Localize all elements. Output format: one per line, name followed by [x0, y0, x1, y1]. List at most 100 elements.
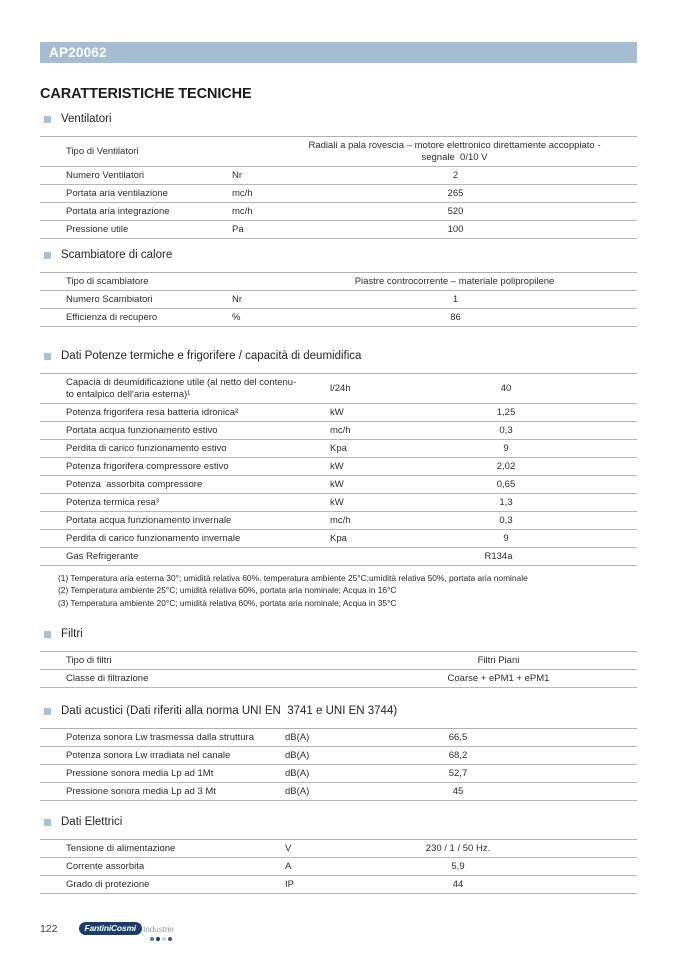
filtri-table: Tipo di filtri Filtri Piani Classe di filt… [40, 651, 637, 688]
row-label: Tipo di filtri [40, 651, 330, 670]
row-value: 520 [292, 202, 637, 221]
row-value: 86 [292, 308, 637, 327]
product-code-bar: AP20062 [40, 42, 637, 63]
logo-dot-icon [161, 937, 166, 941]
section-header: Dati Potenze termiche e frigorifere / ca… [40, 349, 637, 363]
section-header: Ventilatori [40, 112, 637, 126]
acustici-table: Potenza sonora Lw trasmessa dalla strutt… [40, 728, 637, 801]
section-heading: Ventilatori [61, 113, 112, 125]
row-unit: Nr [232, 166, 292, 185]
row-unit: Pa [232, 220, 292, 239]
row-unit: mc/h [330, 421, 375, 440]
table-row: Pressione sonora media Lp ad 1Mt dB(A) 52,… [40, 764, 637, 783]
section-heading: Scambiatore di calore [61, 249, 173, 261]
row-unit: kW [330, 475, 375, 494]
table-row: Grado di protezione IP 44 [40, 875, 637, 894]
section-ventilatori: Ventilatori Tipo di Ventilatori Radiali a… [40, 112, 637, 239]
section-bullet-icon [44, 631, 51, 638]
row-value: Radiali a pala rovescia – motore elettro… [232, 136, 637, 167]
footnote: (3) Temperatura ambiente 20°C; umidità r… [58, 597, 397, 608]
row-unit: Nr [232, 290, 292, 309]
row-value: 1,25 [375, 403, 637, 422]
row-unit: A [285, 857, 325, 876]
row-label: Classe di filtrazione [40, 669, 330, 688]
table-row: Capacià di deumidificazione utile (al ne… [40, 373, 637, 404]
row-value: 45 [325, 782, 637, 801]
section-scambiatore: Scambiatore di calore Tipo di scambiator… [40, 248, 637, 327]
scambiatore-table: Tipo di scambiatore Piastre controcorrent… [40, 272, 637, 327]
footnotes: (1) Temperatura aria esterna 30°; umidit… [40, 572, 637, 610]
logo-dot-icon [155, 937, 160, 941]
row-value: 2 [292, 166, 637, 185]
row-unit: kW [330, 457, 375, 476]
table-row: Numero Scambiatori Nr 1 [40, 290, 637, 309]
row-value: 5,9 [325, 857, 637, 876]
table-row: Tensione di alimentazione V 230 / 1 / 50 H… [40, 839, 637, 858]
table-row: Numero Ventilatori Nr 2 [40, 166, 637, 185]
row-label: Pressione sonora media Lp ad 1Mt [40, 764, 285, 783]
section-filtri: Filtri Tipo di filtri Filtri Piani Classe … [40, 627, 637, 688]
row-label: Grado di protezione [40, 875, 285, 894]
row-label: Portata aria integrazione [40, 202, 232, 221]
potenze-table: Capacià di deumidificazione utile (al ne… [40, 373, 637, 566]
section-potenze: Dati Potenze termiche e frigorifere / ca… [40, 349, 637, 609]
table-row: Portata acqua funzionamento invernale mc/… [40, 511, 637, 530]
table-row: Corrente assorbita A 5,9 [40, 857, 637, 876]
table-row: Efficienza di recupero% 86 [40, 308, 637, 327]
row-unit: Kpa [330, 529, 375, 548]
row-value: 265 [292, 184, 637, 203]
table-row: Classe di filtrazione Coarse + ePM1 + ePM… [40, 669, 637, 688]
table-row: Tipo di scambiatore Piastre controcorrent… [40, 272, 637, 291]
row-unit: mc/h [232, 202, 292, 221]
section-bullet-icon [44, 353, 51, 360]
section-bullet-icon [44, 819, 51, 826]
row-value: 68,2 [325, 746, 637, 765]
row-value: 0,3 [375, 511, 637, 530]
row-label: Capacià di deumidificazione utile (al ne… [40, 373, 330, 404]
row-value: 40 [375, 373, 637, 404]
row-label: Tensione di alimentazione [40, 839, 285, 858]
row-label: Perdita di carico funzionamento invernal… [40, 529, 330, 548]
section-header: Dati acustici (Dati riferiti alla norma … [40, 704, 637, 718]
row-unit: dB(A) [285, 728, 325, 747]
row-label: Portata acqua funzionamento invernale [40, 511, 330, 530]
row-unit: kW [330, 403, 375, 422]
row-label: Perdita di carico funzionamento estivo [40, 439, 330, 458]
row-label: Corrente assorbita [40, 857, 285, 876]
row-unit: V [285, 839, 325, 858]
row-unit: l/24h [330, 373, 375, 404]
row-label: Potenza assorbita compressore [40, 475, 330, 494]
row-label: Potenza frigorifera compressore estivo [40, 457, 330, 476]
row-label: Portata acqua funzionamento estivo [40, 421, 330, 440]
row-unit: kW [330, 493, 375, 512]
row-value: 2,02 [375, 457, 637, 476]
table-row: Potenza sonora Lw trasmessa dalla strutt… [40, 728, 637, 747]
table-row: Perdita di carico funzionamento estivo Kp… [40, 439, 637, 458]
row-value: 9 [375, 439, 637, 458]
table-row: Pressione utile Pa 100 [40, 220, 637, 239]
table-row: Potenza frigorifera resa batteria idroni… [40, 403, 637, 422]
elettrici-table: Tensione di alimentazione V 230 / 1 / 50 H… [40, 839, 637, 894]
section-header: Dati Elettrici [40, 815, 637, 829]
row-value: 100 [292, 220, 637, 239]
row-unit: mc/h [330, 511, 375, 530]
section-bullet-icon [44, 116, 51, 123]
row-unit: dB(A) [285, 764, 325, 783]
row-value: Filtri Piani [330, 651, 637, 670]
row-label: Tipo di scambiatore [40, 272, 232, 291]
section-heading: Dati Elettrici [61, 816, 123, 828]
brand-logo: FantiniCosmi Industrie [78, 922, 174, 941]
section-acustici: Dati acustici (Dati riferiti alla norma … [40, 704, 637, 801]
table-row: Pressione sonora media Lp ad 3 Mt dB(A) 45 [40, 782, 637, 801]
ventilatori-table: Tipo di Ventilatori Radiali a pala rovesc… [40, 136, 637, 239]
row-unit: dB(A) [285, 746, 325, 765]
row-unit: % [232, 308, 292, 327]
row-unit: dB(A) [285, 782, 325, 801]
product-code: AP20062 [49, 45, 107, 60]
section-elettrici: Dati Elettrici Tensione di alimentazione… [40, 815, 637, 894]
logo-dot-icon [149, 937, 154, 941]
row-label: Numero Ventilatori [40, 166, 232, 185]
footnote: (2) Temperatura ambiente 25°C; umidità r… [58, 585, 397, 596]
row-value: 66,5 [325, 728, 637, 747]
